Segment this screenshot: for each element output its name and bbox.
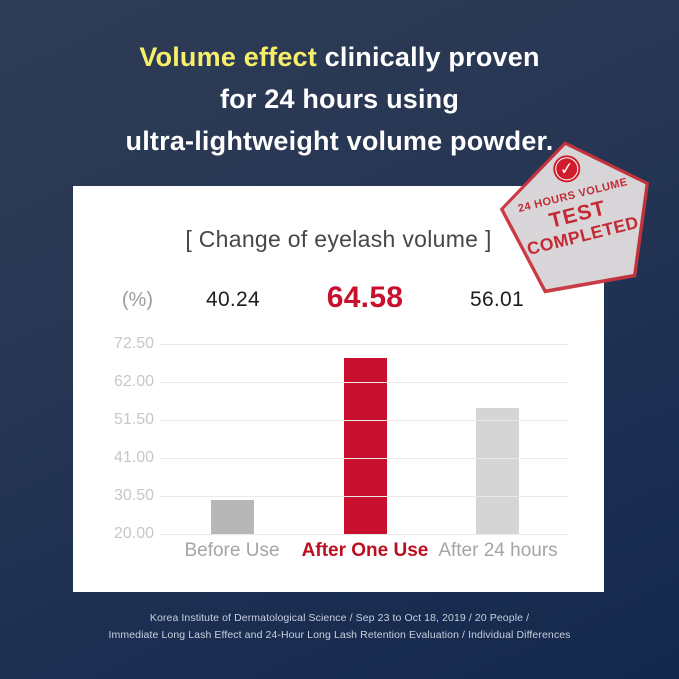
y-tick-label: 41.00 [113,449,154,466]
disclaimer-line-2: Immediate Long Lash Effect and 24-Hour L… [108,628,571,641]
gridline [160,344,568,345]
bar-chart-plot-area: 72.50 62.00 51.50 41.00 30.50 20.00 [114,335,568,542]
headline-line-3: ultra-lightweight volume powder. [125,126,554,156]
x-label-after-24-hours: After 24 hours [438,540,558,561]
chart-card: [ Change of eyelash volume ] (%) 40.24 6… [73,186,604,592]
headline: Volume effect clinically proven for 24 h… [0,36,679,162]
bar-value-before-use: 40.24 [205,288,261,311]
x-label-before-use: Before Use [184,540,280,561]
headline-line-1-rest: clinically proven [316,42,540,72]
y-tick-label: 30.50 [113,487,154,504]
disclaimer-line-1: Korea Institute of Dermatological Scienc… [149,612,530,624]
stamp-content: ✓ 24 HOURS VOLUME TEST COMPLETED [482,120,674,312]
gridline [160,534,568,535]
gridline [160,458,568,459]
gridline [160,420,568,421]
study-disclaimer: Korea Institute of Dermatological Scienc… [0,610,679,643]
y-tick-label: 72.50 [113,335,154,352]
y-axis-unit-label: (%) [121,289,153,311]
gridline [160,496,568,497]
bar-value-after-24-hours: 56.01 [469,288,525,311]
y-tick-label: 20.00 [113,525,154,542]
y-tick-label: 51.50 [113,411,154,428]
y-tick-label: 62.00 [113,373,154,390]
chart-title: [ Change of eyelash volume ] [185,226,492,252]
headline-line-1: Volume effect clinically proven [0,36,679,78]
checkmark-icon: ✓ [549,152,583,186]
bar-after-one-use [344,358,387,534]
x-label-after-one-use: After One Use [301,540,429,561]
headline-highlight: Volume effect [139,42,317,72]
checkmark-glyph: ✓ [558,158,575,179]
gridline [160,382,568,383]
test-completed-stamp: ✓ 24 HOURS VOLUME TEST COMPLETED [486,124,669,307]
bar-after-24-hours [476,408,519,534]
x-axis-labels: Before Use After One Use After 24 hours [73,540,604,566]
bar-value-after-one-use: 64.58 [326,281,404,314]
headline-line-2: for 24 hours using [219,84,460,114]
bar-before-use [211,500,254,534]
bar-value-labels: (%) 40.24 64.58 56.01 [73,278,604,316]
